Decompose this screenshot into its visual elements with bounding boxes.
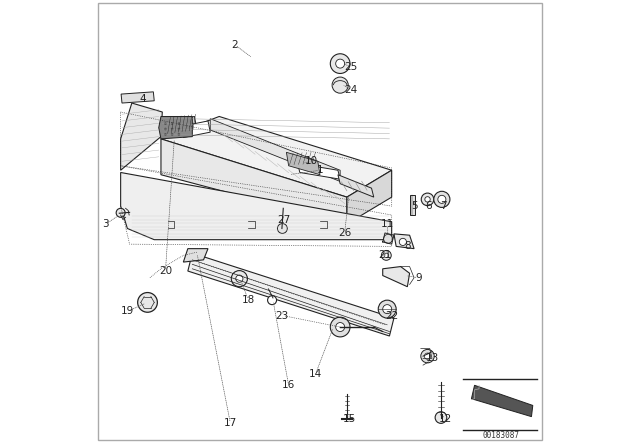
Circle shape bbox=[434, 191, 450, 207]
Text: 12: 12 bbox=[439, 414, 452, 424]
Circle shape bbox=[330, 317, 350, 337]
Polygon shape bbox=[287, 152, 320, 175]
Polygon shape bbox=[410, 195, 415, 215]
Circle shape bbox=[332, 77, 348, 93]
Circle shape bbox=[231, 271, 248, 287]
Text: 13: 13 bbox=[426, 353, 438, 363]
Circle shape bbox=[164, 122, 167, 125]
Circle shape bbox=[164, 133, 167, 136]
Polygon shape bbox=[161, 116, 392, 197]
Polygon shape bbox=[184, 249, 208, 262]
Circle shape bbox=[330, 54, 350, 73]
Polygon shape bbox=[161, 139, 347, 224]
Text: 24: 24 bbox=[345, 85, 358, 95]
Text: 25: 25 bbox=[345, 62, 358, 72]
Text: 27: 27 bbox=[278, 215, 291, 224]
Text: 2: 2 bbox=[232, 40, 238, 50]
Text: 19: 19 bbox=[121, 306, 134, 316]
Polygon shape bbox=[347, 170, 392, 224]
Circle shape bbox=[138, 293, 157, 312]
Circle shape bbox=[384, 253, 388, 258]
Circle shape bbox=[177, 133, 180, 136]
Polygon shape bbox=[472, 385, 533, 417]
Text: 20: 20 bbox=[159, 266, 172, 276]
Text: 1: 1 bbox=[317, 165, 323, 175]
Text: 23: 23 bbox=[275, 311, 289, 321]
Circle shape bbox=[268, 296, 276, 305]
Polygon shape bbox=[188, 253, 394, 336]
Text: 11: 11 bbox=[381, 219, 394, 229]
Text: 8: 8 bbox=[404, 241, 411, 251]
Text: 00183087: 00183087 bbox=[483, 431, 520, 440]
Text: 26: 26 bbox=[338, 228, 351, 238]
Text: 16: 16 bbox=[282, 380, 295, 390]
Circle shape bbox=[171, 133, 173, 136]
Text: 15: 15 bbox=[342, 414, 356, 424]
Text: 14: 14 bbox=[309, 369, 322, 379]
Polygon shape bbox=[338, 175, 374, 197]
Polygon shape bbox=[298, 164, 340, 179]
Text: 4: 4 bbox=[140, 94, 147, 103]
Text: 22: 22 bbox=[385, 311, 398, 321]
Text: 17: 17 bbox=[224, 418, 237, 428]
Text: 6: 6 bbox=[425, 201, 432, 211]
Circle shape bbox=[383, 234, 392, 243]
Polygon shape bbox=[383, 267, 410, 287]
Text: 5: 5 bbox=[411, 201, 417, 211]
Polygon shape bbox=[121, 92, 154, 103]
Text: 9: 9 bbox=[415, 273, 422, 283]
Circle shape bbox=[421, 349, 435, 363]
Polygon shape bbox=[165, 116, 197, 134]
Circle shape bbox=[177, 122, 180, 125]
Circle shape bbox=[438, 195, 446, 203]
Circle shape bbox=[435, 412, 447, 423]
Circle shape bbox=[236, 275, 243, 282]
Circle shape bbox=[399, 238, 406, 246]
Text: 3: 3 bbox=[102, 219, 109, 229]
Circle shape bbox=[177, 128, 180, 130]
Circle shape bbox=[164, 128, 167, 130]
Circle shape bbox=[381, 250, 391, 260]
Circle shape bbox=[378, 300, 396, 318]
Circle shape bbox=[424, 353, 431, 359]
Polygon shape bbox=[121, 172, 392, 240]
Text: 10: 10 bbox=[305, 156, 317, 166]
Polygon shape bbox=[159, 116, 192, 139]
Polygon shape bbox=[210, 119, 340, 181]
Polygon shape bbox=[121, 103, 163, 170]
Circle shape bbox=[278, 224, 287, 233]
Text: 18: 18 bbox=[242, 295, 255, 305]
Text: 21: 21 bbox=[378, 250, 392, 260]
Circle shape bbox=[421, 193, 434, 206]
Circle shape bbox=[171, 122, 173, 125]
Circle shape bbox=[425, 197, 430, 202]
Circle shape bbox=[116, 208, 125, 217]
Text: 7: 7 bbox=[440, 201, 447, 211]
Circle shape bbox=[336, 323, 345, 332]
Polygon shape bbox=[181, 121, 210, 138]
Circle shape bbox=[171, 128, 173, 130]
Circle shape bbox=[383, 305, 392, 314]
Circle shape bbox=[336, 59, 345, 68]
Polygon shape bbox=[394, 234, 414, 249]
